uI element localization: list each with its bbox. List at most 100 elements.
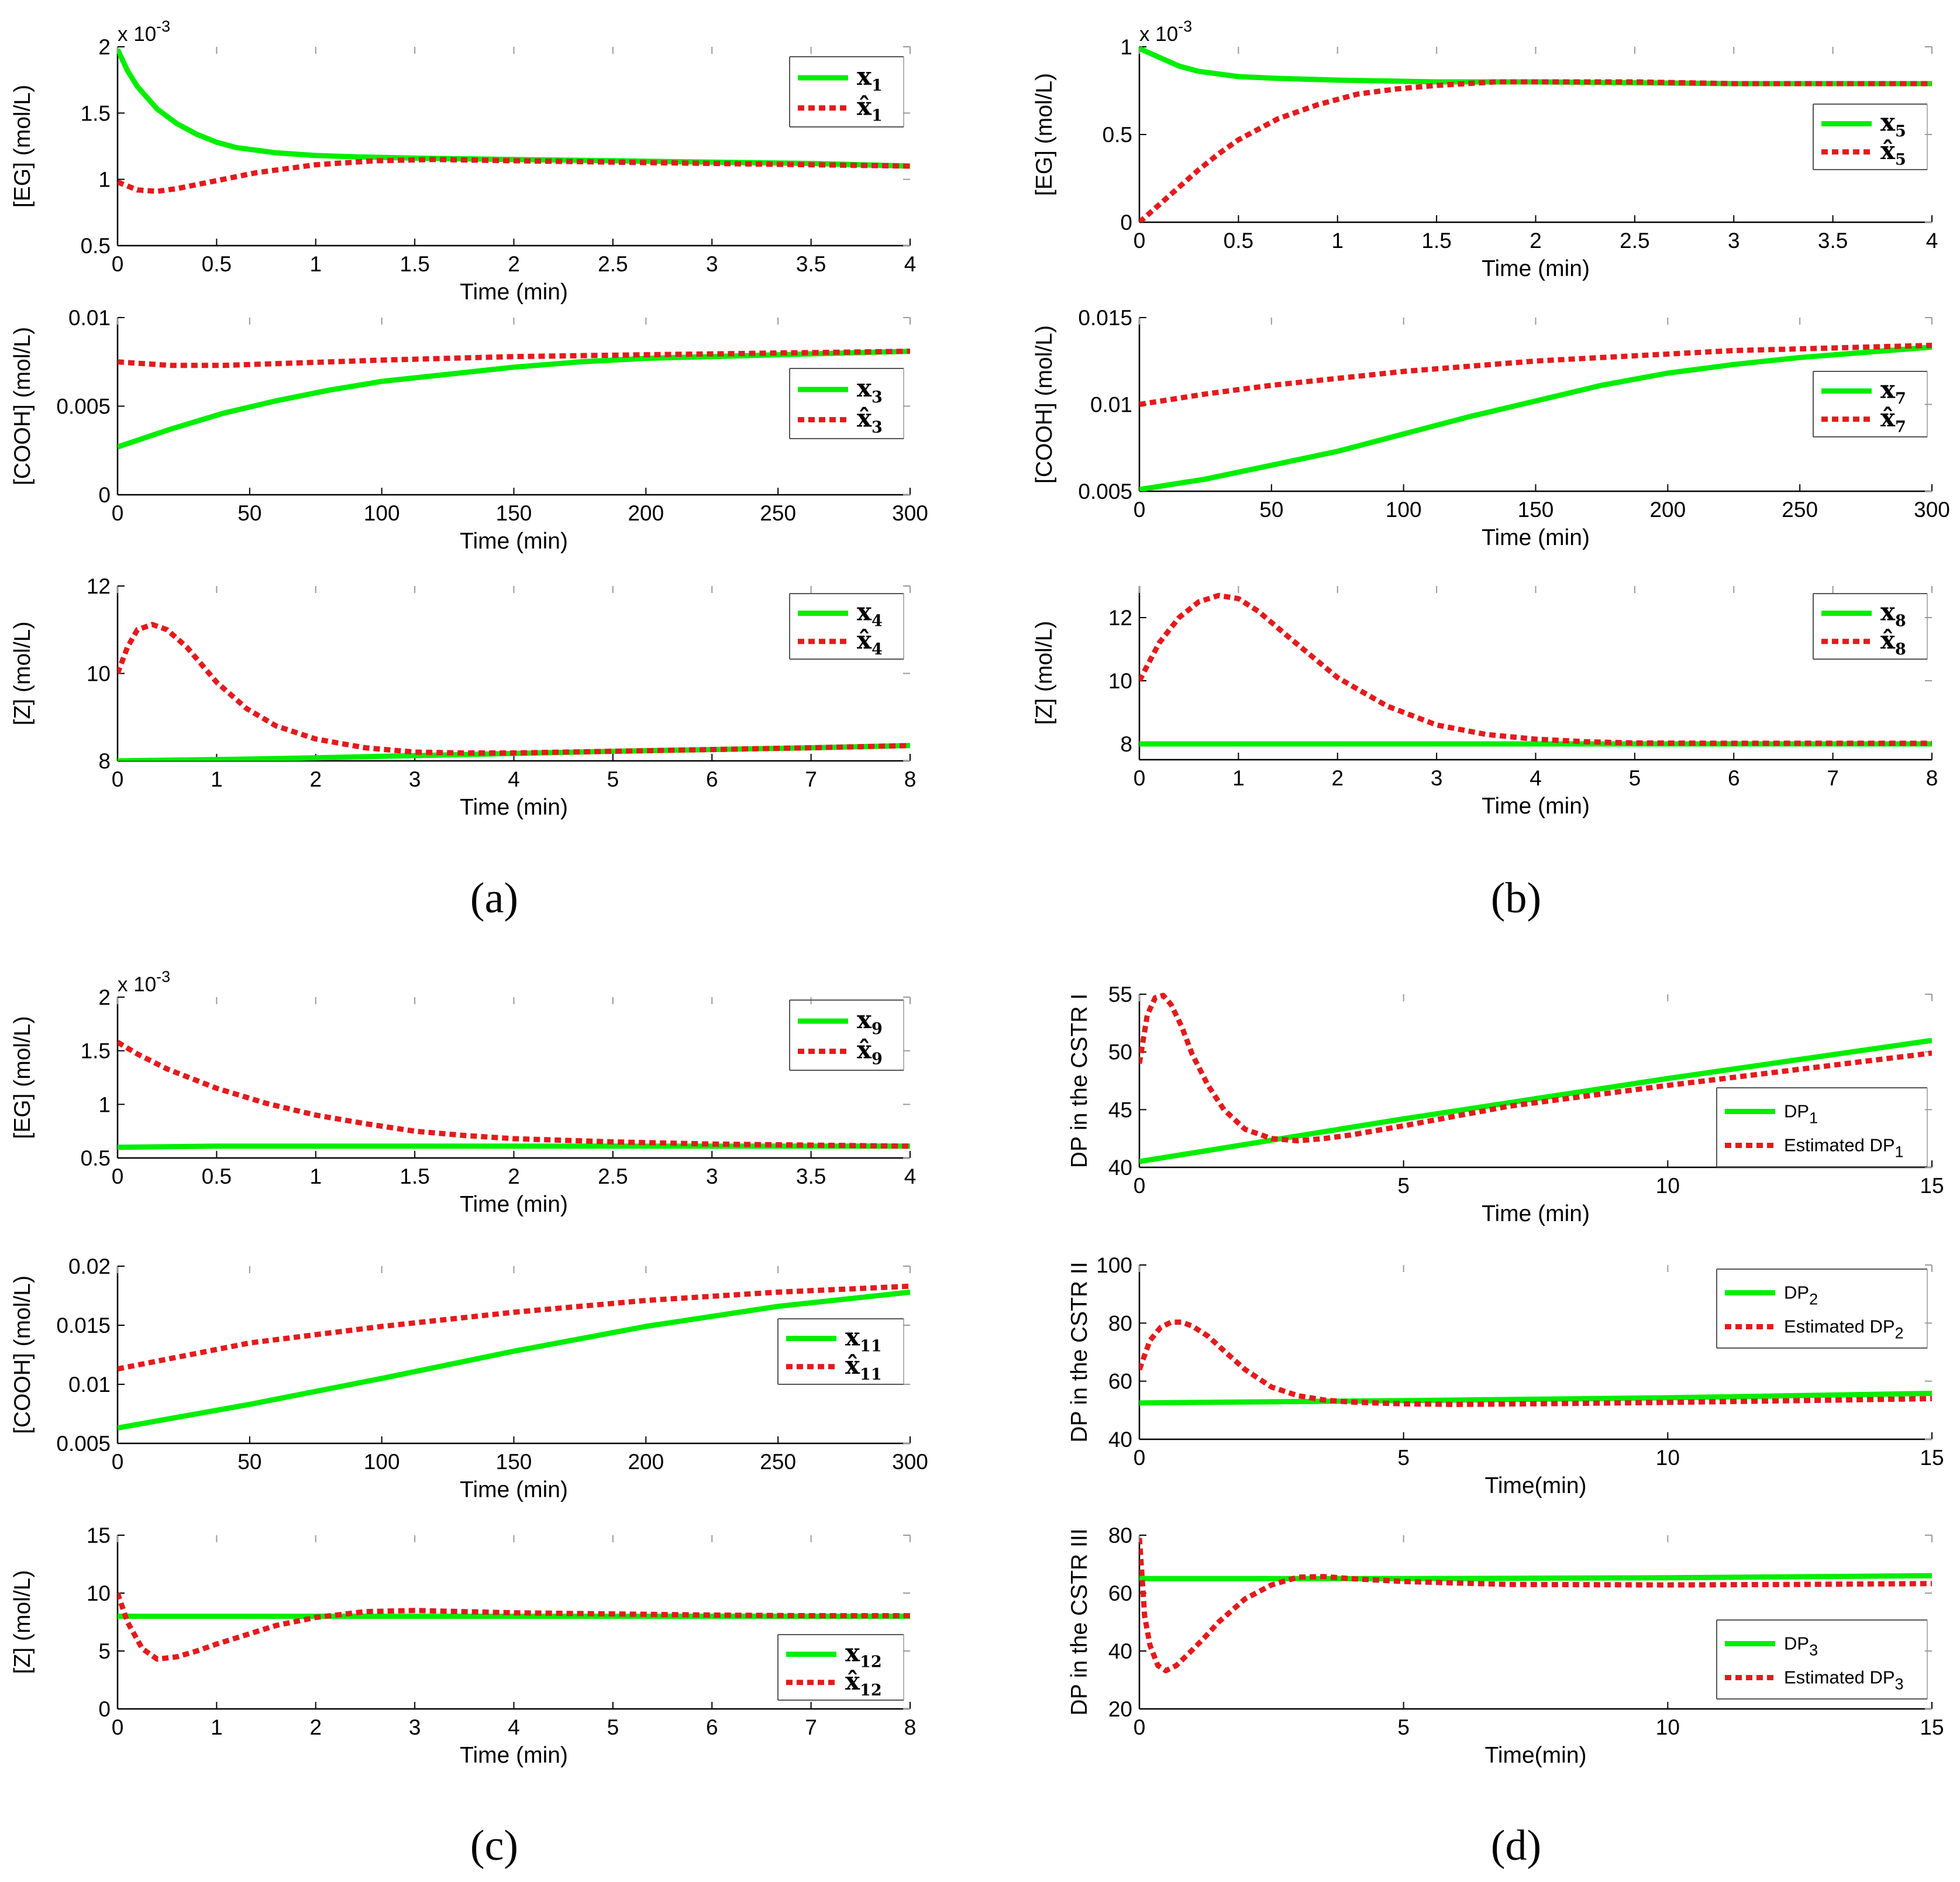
legend-entry-label: x̂7: [1880, 404, 1906, 436]
y-tick-label: 0: [98, 1697, 111, 1721]
x-axis-label: Time (min): [460, 280, 568, 305]
x-tick-label: 5: [1629, 766, 1641, 790]
y-tick-label: 1: [98, 168, 111, 192]
y-axis-label: [EG] (mol/L): [1032, 73, 1057, 196]
x-axis-label: Time (min): [1482, 525, 1590, 550]
x-tick-label: 5: [607, 1715, 619, 1739]
true-series-line: [1139, 344, 1932, 491]
y-tick-label: 0.5: [81, 234, 111, 258]
x-tick-label: 10: [1656, 1446, 1680, 1470]
x-tick-label: 2: [508, 1164, 520, 1188]
y-axis-label: [Z] (mol/L): [10, 1570, 35, 1674]
x-tick-label: 10: [1656, 1715, 1680, 1739]
y-tick-label: 1.5: [81, 101, 111, 125]
x-tick-label: 2: [508, 252, 520, 276]
x-tick-label: 1: [1232, 766, 1245, 790]
y-tick-label: 80: [1108, 1311, 1132, 1335]
y-tick-label: 8: [1120, 732, 1132, 756]
x-tick-label: 4: [904, 1164, 917, 1188]
legend-entry-label: x11: [845, 1323, 882, 1356]
x-tick-label: 2.5: [1620, 229, 1649, 253]
legend: DP2 Estimated DP2: [1716, 1269, 1928, 1349]
x-tick-label: 150: [496, 1450, 532, 1474]
x-tick-label: 1.5: [399, 252, 429, 276]
y-tick-label: 0.01: [1090, 393, 1132, 417]
y-tick-label: 0: [1120, 211, 1132, 235]
x-tick-label: 4: [1926, 229, 1938, 253]
exponent-label: x 10-3: [1139, 18, 1192, 46]
y-tick-label: 0.005: [56, 395, 111, 419]
legend-entry-label: x̂12: [845, 1667, 882, 1700]
x-tick-label: 3.5: [796, 252, 826, 276]
legend-entry-label: Estimated DP1: [1784, 1135, 1904, 1161]
legend-entry-label: DP2: [1784, 1283, 1818, 1308]
x-axis-label: Time (min): [460, 1192, 568, 1217]
legend-entry-label: x3: [857, 374, 883, 406]
y-axis-label: [Z] (mol/L): [10, 622, 35, 726]
x-tick-label: 0: [112, 1715, 124, 1739]
legend-entry-label: x̂8: [1880, 626, 1906, 659]
y-axis-label: [COOH] (mol/L): [1032, 325, 1057, 484]
y-tick-label: 40: [1108, 1639, 1132, 1663]
legend: DP3 Estimated DP3: [1716, 1619, 1928, 1700]
x-axis-label: Time (min): [460, 1743, 568, 1768]
y-axis-label: [EG] (mol/L): [10, 85, 35, 208]
x-tick-label: 5: [1397, 1446, 1410, 1470]
x-axis-label: Time(min): [1484, 1743, 1586, 1768]
estimated-series-line: [118, 349, 910, 368]
legend: x5x̂5: [1813, 104, 1928, 170]
y-tick-label: 2: [98, 985, 111, 1009]
x-tick-label: 3: [706, 1164, 718, 1188]
y-tick-label: 15: [87, 1523, 111, 1547]
y-axis-label: DP in the CSTR III: [1067, 1528, 1092, 1715]
chart-d2: 0 5 10 15 40 60 80 100 Time(min) DP in the CSTR I…: [1067, 1253, 1944, 1498]
y-axis-label: [COOH] (mol/L): [10, 327, 35, 485]
y-tick-label: 0.5: [81, 1146, 111, 1170]
y-tick-label: 100: [1096, 1253, 1132, 1277]
x-tick-label: 0.5: [202, 252, 232, 276]
x-tick-label: 0: [1134, 498, 1146, 522]
legend-entry-label: x9: [857, 1005, 883, 1038]
true-series-line: [1139, 1391, 1932, 1406]
x-tick-label: 0: [112, 1450, 124, 1474]
x-tick-label: 1: [309, 252, 322, 276]
legend-entry-label: x7: [1880, 375, 1906, 408]
x-tick-label: 3: [1728, 229, 1740, 253]
legend: x4x̂4: [789, 593, 904, 660]
x-tick-label: 200: [628, 1450, 664, 1474]
x-tick-label: 6: [1728, 766, 1740, 790]
x-tick-label: 0: [1134, 1446, 1146, 1470]
y-tick-label: 1: [1120, 35, 1132, 59]
legend-entry-label: x5: [1880, 108, 1906, 141]
x-tick-label: 0: [112, 252, 124, 276]
x-tick-label: 0.5: [202, 1164, 232, 1188]
x-tick-label: 3: [1431, 766, 1443, 790]
x-tick-label: 300: [892, 501, 928, 525]
x-tick-label: 5: [1397, 1174, 1410, 1198]
x-axis-label: Time(min): [1484, 1473, 1586, 1498]
estimated-series-line: [118, 1040, 910, 1149]
x-tick-label: 250: [1782, 498, 1818, 522]
x-tick-label: 2.5: [598, 1164, 628, 1188]
x-tick-label: 7: [805, 1715, 817, 1739]
chart-b2: 0 50 100 150 200 250 300 0.005 0.01 0.015 Time (mi…: [1032, 306, 1950, 550]
x-tick-label: 300: [892, 1450, 928, 1474]
x-tick-label: 250: [760, 501, 796, 525]
x-tick-label: 50: [237, 501, 261, 525]
x-tick-label: 2.5: [598, 252, 628, 276]
x-tick-label: 2: [309, 767, 322, 791]
y-tick-label: 12: [1108, 606, 1132, 630]
legend: x8x̂8: [1813, 593, 1928, 660]
estimated-series-line: [1139, 1319, 1932, 1407]
legend: x3x̂3: [789, 368, 904, 439]
legend-entry-label: DP3: [1784, 1633, 1818, 1659]
x-tick-label: 250: [760, 1450, 796, 1474]
legend-entry-label: x̂3: [857, 404, 883, 437]
y-tick-label: 40: [1108, 1428, 1132, 1452]
true-series-line: [1139, 46, 1932, 87]
